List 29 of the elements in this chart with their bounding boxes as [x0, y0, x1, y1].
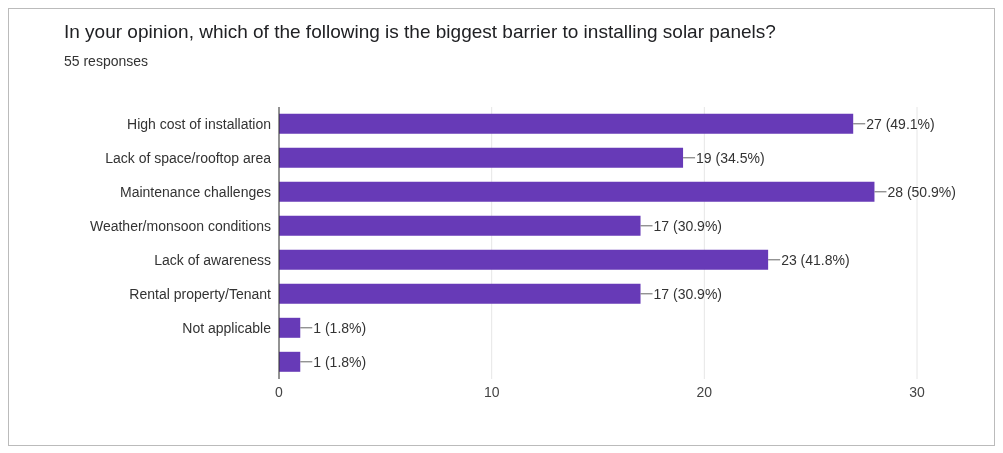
bar: [279, 181, 875, 202]
chart-title: In your opinion, which of the following is the biggest barrier to installing solar panels?: [64, 21, 776, 43]
data-label: 23 (41.8%): [781, 251, 850, 268]
bar: [279, 351, 301, 372]
bar: [279, 113, 854, 134]
data-label: 19 (34.5%): [696, 149, 765, 166]
y-tick-label: Maintenance challenges: [120, 183, 271, 200]
data-label: 1 (1.8%): [313, 353, 367, 370]
data-label: 1 (1.8%): [313, 319, 367, 336]
y-tick-label: Rental property/Tenant: [129, 285, 272, 302]
y-tick-label: High cost of installation: [127, 115, 271, 132]
bar: [279, 215, 641, 236]
text: 55 responses: [64, 53, 149, 69]
x-tick-label: 30: [909, 383, 925, 400]
x-tick-label: 20: [696, 383, 713, 400]
data-label: 28 (50.9%): [887, 183, 956, 200]
data-label: 17 (30.9%): [653, 285, 723, 302]
x-tick-label: 0: [275, 383, 284, 400]
data-label: 17 (30.9%): [653, 217, 723, 234]
y-tick-label: Lack of space/rooftop area: [105, 149, 272, 166]
y-tick-label: Lack of awareness: [154, 251, 271, 268]
bar: [279, 249, 769, 270]
bar: [279, 283, 641, 304]
y-tick-label: Not applicable: [182, 319, 272, 336]
bar: [279, 147, 684, 168]
y-tick-label: Weather/monsoon conditions: [89, 217, 271, 234]
x-tick-label: 10: [483, 383, 500, 400]
bar: [279, 317, 301, 338]
data-label: 27 (49.1%): [866, 115, 935, 132]
